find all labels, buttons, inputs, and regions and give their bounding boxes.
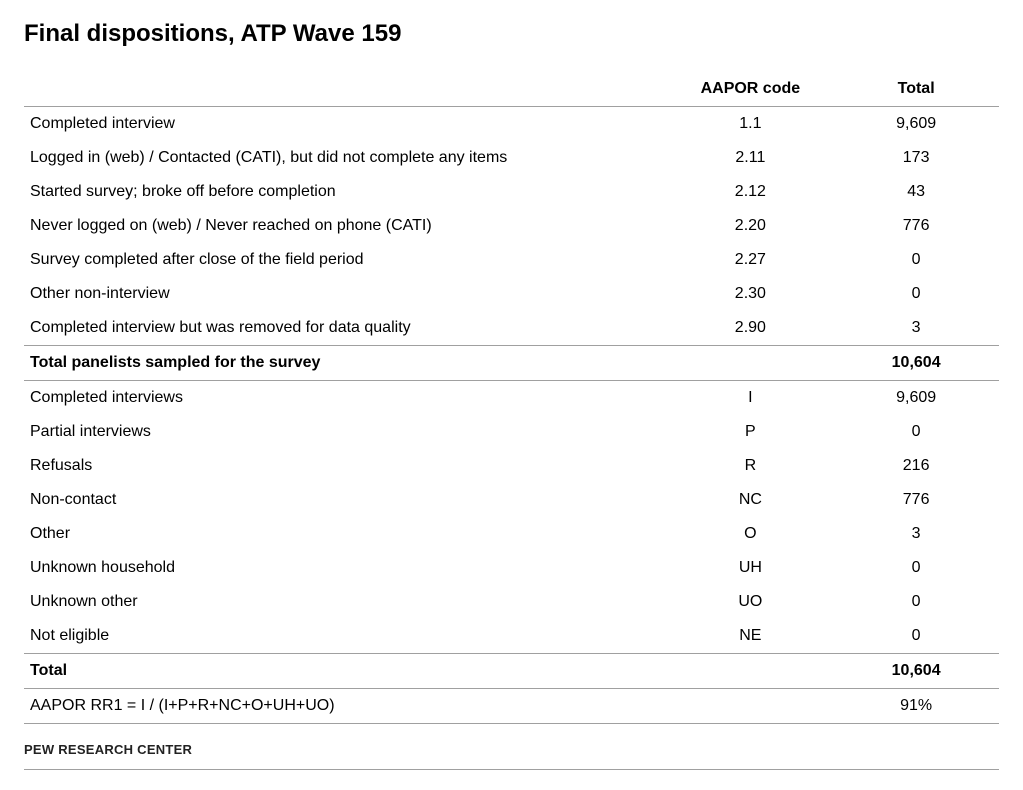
row-total: 0	[833, 551, 999, 585]
row-code	[668, 689, 834, 724]
header-row: AAPOR code Total	[24, 72, 999, 107]
row-total: 0	[833, 277, 999, 311]
row-code: 2.30	[668, 277, 834, 311]
table-row: Completed interviews I 9,609	[24, 381, 999, 416]
row-label: Completed interviews	[24, 381, 668, 416]
row-total: 9,609	[833, 107, 999, 142]
row-code: 2.27	[668, 243, 834, 277]
table-row: Never logged on (web) / Never reached on…	[24, 209, 999, 243]
row-code: 2.11	[668, 141, 834, 175]
table-row: Not eligible NE 0	[24, 619, 999, 654]
row-total: 216	[833, 449, 999, 483]
row-total: 3	[833, 517, 999, 551]
table-row: Survey completed after close of the fiel…	[24, 243, 999, 277]
row-code: 1.1	[668, 107, 834, 142]
row-total: 0	[833, 585, 999, 619]
row-total: 0	[833, 619, 999, 654]
row-code: NE	[668, 619, 834, 654]
table-row: Other O 3	[24, 517, 999, 551]
row-label: Started survey; broke off before complet…	[24, 175, 668, 209]
row-code: P	[668, 415, 834, 449]
row-code: UH	[668, 551, 834, 585]
row-label: AAPOR RR1 = I / (I+P+R+NC+O+UH+UO)	[24, 689, 668, 724]
row-label: Other	[24, 517, 668, 551]
source-credit: PEW RESEARCH CENTER	[24, 742, 999, 770]
row-label: Non-contact	[24, 483, 668, 517]
table-row: Refusals R 216	[24, 449, 999, 483]
row-label: Total	[24, 654, 668, 689]
row-label: Not eligible	[24, 619, 668, 654]
row-code	[668, 346, 834, 381]
row-total: 9,609	[833, 381, 999, 416]
row-code: 2.90	[668, 311, 834, 346]
table-row: Non-contact NC 776	[24, 483, 999, 517]
row-total: 776	[833, 209, 999, 243]
row-total: 0	[833, 415, 999, 449]
table-row: Completed interview 1.1 9,609	[24, 107, 999, 142]
row-total: 3	[833, 311, 999, 346]
section2-total-row: Total 10,604	[24, 654, 999, 689]
row-total: 10,604	[833, 654, 999, 689]
row-label: Unknown household	[24, 551, 668, 585]
row-label: Partial interviews	[24, 415, 668, 449]
row-total: 91%	[833, 689, 999, 724]
row-total: 10,604	[833, 346, 999, 381]
header-total: Total	[833, 72, 999, 107]
row-label: Completed interview	[24, 107, 668, 142]
row-code: 2.20	[668, 209, 834, 243]
row-code: 2.12	[668, 175, 834, 209]
table-row: Unknown household UH 0	[24, 551, 999, 585]
row-code: R	[668, 449, 834, 483]
row-total: 43	[833, 175, 999, 209]
row-total: 0	[833, 243, 999, 277]
row-label: Unknown other	[24, 585, 668, 619]
row-code: UO	[668, 585, 834, 619]
table-row: Completed interview but was removed for …	[24, 311, 999, 346]
section1-total-row: Total panelists sampled for the survey 1…	[24, 346, 999, 381]
header-code: AAPOR code	[668, 72, 834, 107]
row-label: Survey completed after close of the fiel…	[24, 243, 668, 277]
table-row: Other non-interview 2.30 0	[24, 277, 999, 311]
row-total: 776	[833, 483, 999, 517]
row-total: 173	[833, 141, 999, 175]
row-label: Never logged on (web) / Never reached on…	[24, 209, 668, 243]
row-code: I	[668, 381, 834, 416]
row-code	[668, 654, 834, 689]
table-row: Logged in (web) / Contacted (CATI), but …	[24, 141, 999, 175]
row-label: Refusals	[24, 449, 668, 483]
header-blank	[24, 72, 668, 107]
dispositions-table: AAPOR code Total Completed interview 1.1…	[24, 72, 999, 724]
row-label: Logged in (web) / Contacted (CATI), but …	[24, 141, 668, 175]
row-code: NC	[668, 483, 834, 517]
row-label: Completed interview but was removed for …	[24, 311, 668, 346]
footer-row: AAPOR RR1 = I / (I+P+R+NC+O+UH+UO) 91%	[24, 689, 999, 724]
page-title: Final dispositions, ATP Wave 159	[24, 20, 999, 48]
table-row: Started survey; broke off before complet…	[24, 175, 999, 209]
row-code: O	[668, 517, 834, 551]
table-row: Partial interviews P 0	[24, 415, 999, 449]
row-label: Total panelists sampled for the survey	[24, 346, 668, 381]
table-row: Unknown other UO 0	[24, 585, 999, 619]
row-label: Other non-interview	[24, 277, 668, 311]
